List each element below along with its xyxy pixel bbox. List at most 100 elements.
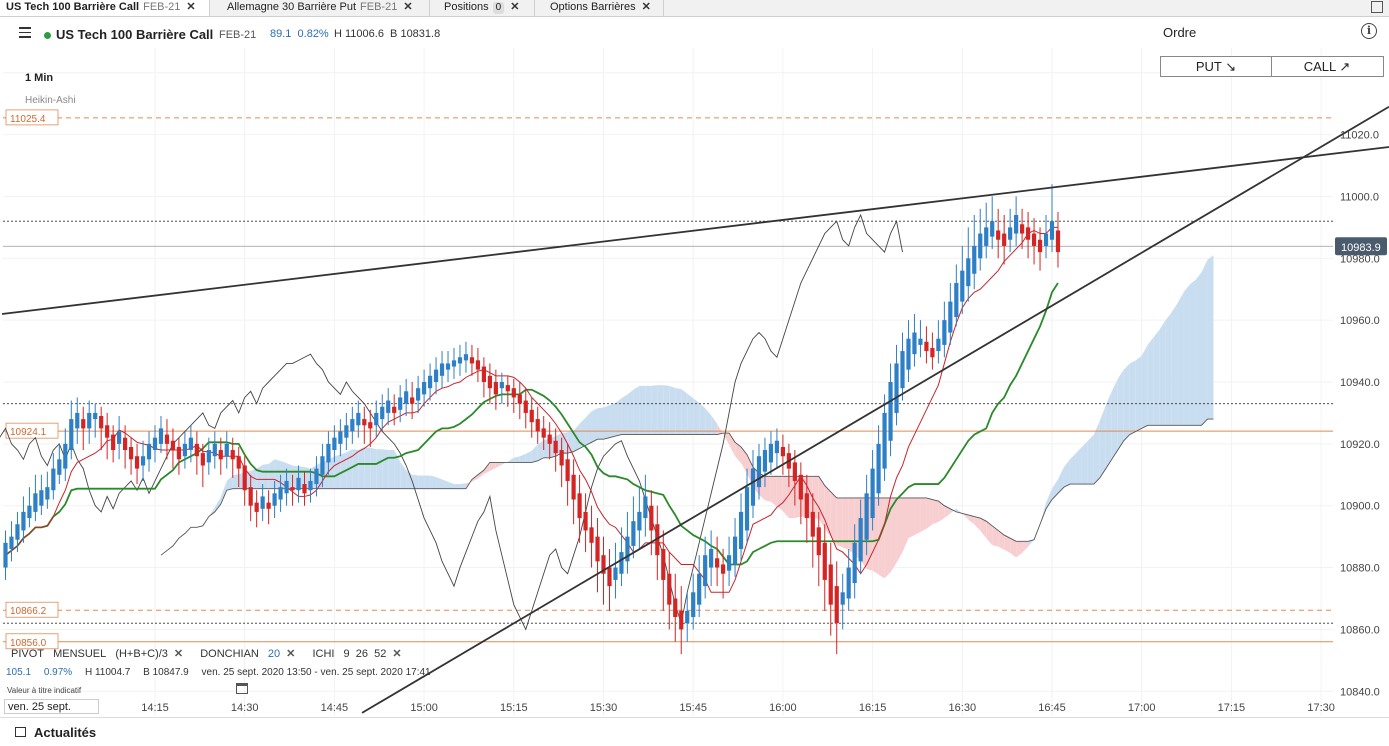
- x-tick-label: 17:00: [1128, 702, 1156, 714]
- candle-body: [816, 527, 821, 556]
- candle-body: [422, 382, 427, 395]
- candles: [3, 184, 1061, 655]
- tab-options-barrieres[interactable]: Options Barrières ✕: [544, 0, 664, 16]
- pivot-period: MENSUEL: [53, 648, 107, 660]
- close-icon[interactable]: ✕: [510, 1, 520, 13]
- cloud-segment: [226, 475, 233, 491]
- pivot-level-tag: [5, 633, 59, 650]
- menu-icon[interactable]: [19, 27, 31, 41]
- news-bar[interactable]: Actualités: [0, 717, 1389, 746]
- candle-body: [242, 465, 247, 491]
- cloud-segment: [274, 459, 281, 489]
- candle-body: [111, 434, 116, 451]
- cloud-segment: [1123, 363, 1130, 441]
- close-icon[interactable]: ✕: [403, 1, 413, 13]
- chart-style-label[interactable]: Heikin-Ashi: [25, 95, 76, 106]
- cloud-segment: [944, 505, 951, 519]
- candle-body: [398, 397, 403, 410]
- candle-body: [744, 487, 750, 531]
- y-tick-label: 10840.0: [1340, 686, 1380, 698]
- candle-body: [679, 610, 684, 630]
- call-button[interactable]: CALL ↗: [1303, 59, 1351, 74]
- trendlines[interactable]: [1, 105, 1389, 714]
- y-tick-label: 10860.0: [1340, 624, 1380, 636]
- tab-sub: FEB-21: [143, 1, 181, 13]
- candle-body: [81, 419, 86, 429]
- close-icon[interactable]: ✕: [186, 1, 196, 13]
- cloud-segment: [1195, 272, 1202, 426]
- cloud-segment: [998, 530, 1005, 550]
- cloud-segment: [430, 475, 437, 489]
- candle-body: [1008, 227, 1013, 240]
- window-restore-icon[interactable]: [1371, 1, 1383, 13]
- high-bid: H 11006.6 B 10831.8: [334, 28, 441, 40]
- candle-body: [882, 412, 887, 469]
- close-icon[interactable]: ✕: [641, 1, 651, 13]
- cloud-segment: [489, 462, 496, 471]
- tab-positions[interactable]: Positions 0 ✕: [438, 0, 535, 16]
- cloud-segment: [412, 474, 419, 489]
- news-icon: [15, 727, 26, 737]
- candle-body: [152, 437, 158, 451]
- remove-pivot-icon[interactable]: ✕: [173, 648, 184, 660]
- calendar-icon[interactable]: [236, 683, 248, 694]
- candle-body: [1014, 215, 1019, 234]
- candle-body: [320, 456, 325, 475]
- cloud-segment: [1189, 279, 1196, 426]
- candle-body: [517, 394, 522, 404]
- candle-body: [99, 416, 104, 429]
- candle-body: [380, 406, 385, 420]
- cloud-segment: [1159, 320, 1166, 426]
- pivot-level-label: 10856.0: [10, 638, 47, 649]
- cloud-segment: [1022, 541, 1029, 553]
- remove-donchian-icon[interactable]: ✕: [286, 648, 296, 660]
- cloud-segment: [603, 405, 610, 440]
- candle-body: [607, 567, 612, 587]
- candle-body: [230, 450, 235, 460]
- candle-body: [852, 542, 857, 584]
- cloud-segment: [1010, 538, 1017, 558]
- interval-label[interactable]: 1 Min: [25, 72, 53, 84]
- tab-us-tech-100[interactable]: US Tech 100 Barrière Call FEB-21 ✕: [0, 0, 210, 16]
- candle-body: [1037, 239, 1043, 253]
- candle-body: [984, 227, 989, 246]
- cloud-segment: [824, 485, 831, 537]
- cloud-segment: [1171, 303, 1178, 426]
- cloud-segment: [1129, 360, 1136, 435]
- cloud-segment: [830, 491, 837, 546]
- put-button[interactable]: PUT ↘: [1161, 57, 1272, 76]
- candle-body: [834, 586, 839, 624]
- info-icon[interactable]: i: [1361, 23, 1377, 39]
- cloud-segment: [436, 477, 443, 489]
- candle-body: [978, 233, 983, 259]
- cloud-segment: [699, 402, 706, 435]
- candle-body: [505, 385, 510, 392]
- cloud-segment: [394, 450, 401, 489]
- tab-allemagne-30[interactable]: Allemagne 30 Barrière Put FEB-21 ✕: [221, 0, 430, 16]
- candle-body: [176, 446, 182, 460]
- candle-body: [828, 564, 833, 605]
- candle-body: [547, 434, 552, 444]
- candle-body: [445, 363, 451, 370]
- cloud-segment: [968, 514, 975, 525]
- candle-body: [732, 536, 738, 565]
- pivot-level-label: 10866.2: [10, 606, 47, 617]
- range-high: H 11004.7: [84, 667, 131, 678]
- range-change-pct: 0.97%: [43, 667, 73, 678]
- remove-ichimoku-icon[interactable]: ✕: [392, 648, 402, 660]
- candle-body: [266, 502, 271, 509]
- candle-body: [117, 431, 122, 444]
- candle-body: [487, 375, 492, 389]
- cloud-segment: [902, 497, 909, 553]
- tab-label: Allemagne 30 Barrière Put: [227, 1, 357, 13]
- candle-body: [726, 555, 732, 571]
- candle-body: [296, 477, 301, 491]
- current-price-label: 10983.9: [1341, 242, 1381, 254]
- candle-body: [224, 443, 229, 457]
- donchian-period: 20: [267, 648, 281, 660]
- cloud-segment: [986, 521, 993, 546]
- x-tick-label: 14:45: [321, 702, 349, 714]
- trendline-lower: [361, 105, 1389, 714]
- grid: [3, 48, 1333, 716]
